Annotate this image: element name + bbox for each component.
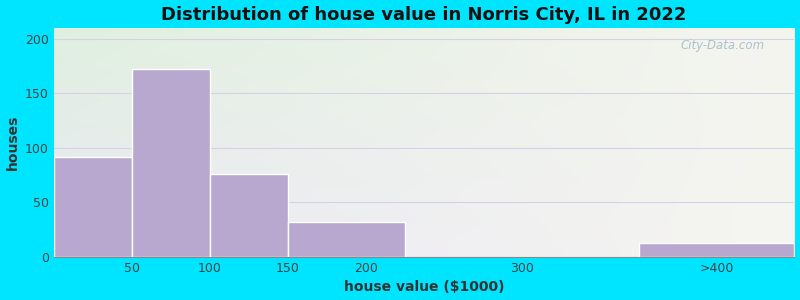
Bar: [210, 174, 288, 257]
Bar: [288, 222, 405, 257]
Text: City-Data.com: City-Data.com: [681, 39, 765, 52]
Bar: [638, 243, 794, 257]
Bar: [54, 157, 132, 257]
X-axis label: house value ($1000): house value ($1000): [344, 280, 504, 294]
Title: Distribution of house value in Norris City, IL in 2022: Distribution of house value in Norris Ci…: [162, 6, 687, 24]
Y-axis label: houses: houses: [6, 115, 19, 170]
Bar: [132, 69, 210, 257]
